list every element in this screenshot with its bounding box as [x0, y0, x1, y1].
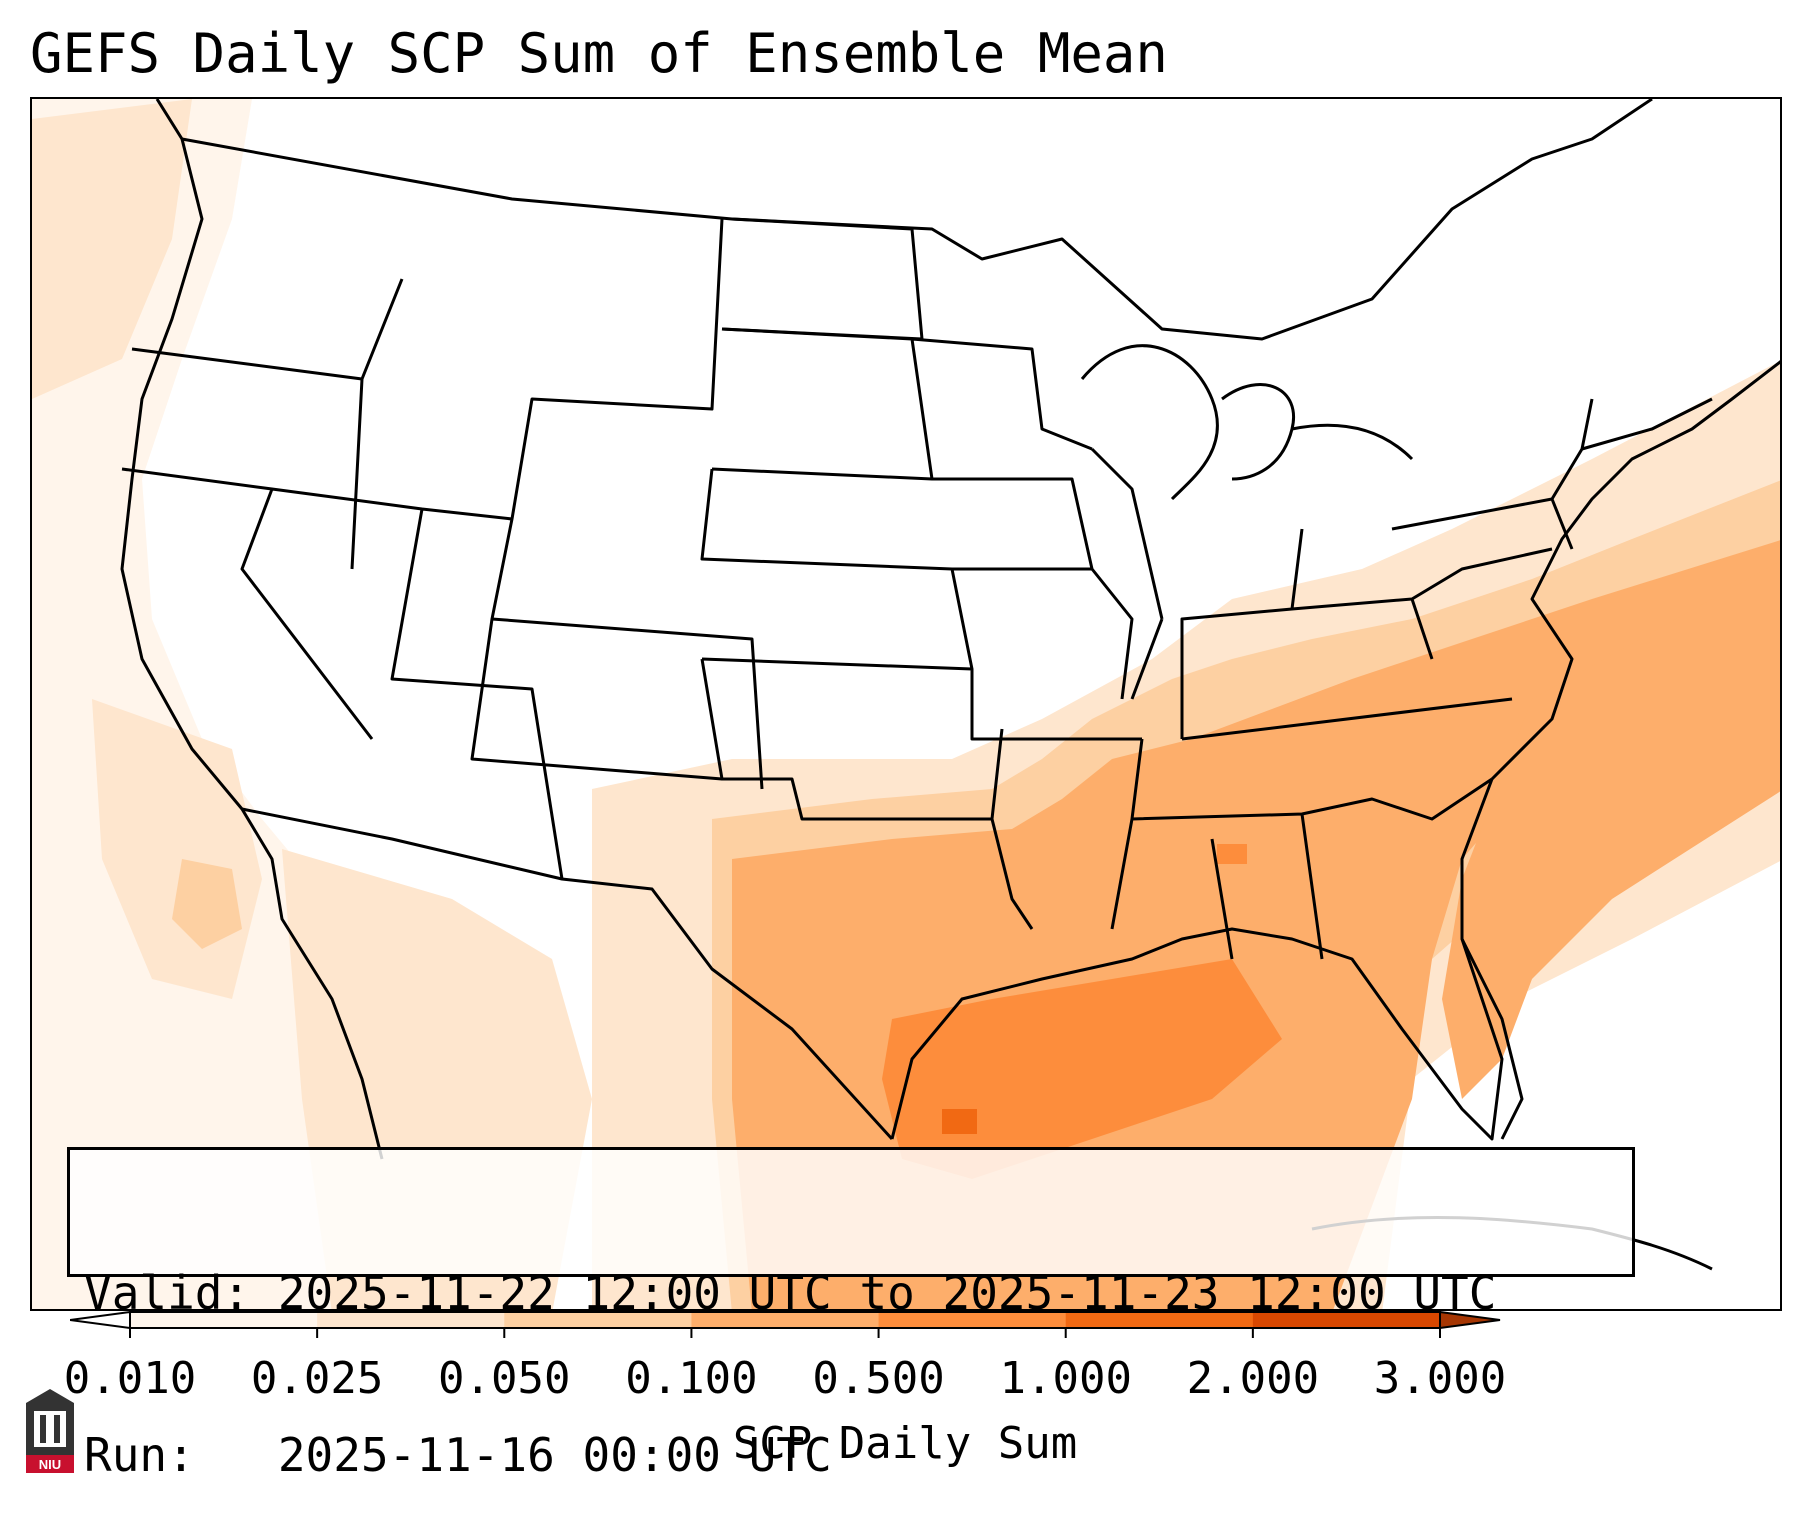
us-mexico-border	[241, 807, 894, 1141]
valid-time-text: Valid: 2025-11-22 12:00 UTC to 2025-11-2…	[84, 1266, 1497, 1320]
shading-west-pacific	[32, 99, 352, 1309]
colorbar-tick-label: 0.050	[438, 1353, 571, 1404]
shading-west-pacific-mid	[32, 99, 262, 999]
great-lakes	[1080, 344, 1414, 501]
colorbar-segment	[130, 1312, 318, 1328]
colorbar-segment	[1065, 1312, 1254, 1328]
east-coast	[1490, 360, 1780, 781]
colorbar-over-arrow	[1439, 1310, 1501, 1330]
map-title: GEFS Daily SCP Sum of Ensemble Mean	[30, 22, 1168, 85]
map-svg	[32, 99, 1780, 1309]
colorbar-label: SCP Daily Sum	[732, 1418, 1078, 1469]
coastline-west	[120, 99, 384, 1160]
shading-alabama-spot	[1217, 844, 1247, 864]
state-lines-west	[121, 217, 924, 880]
colorbar-tick-label: 0.010	[63, 1353, 197, 1404]
colorbar-segment	[691, 1312, 880, 1328]
florida-peninsula	[1460, 938, 1524, 1140]
shading-gulf-peak	[942, 1109, 977, 1134]
colorbar-segment	[317, 1312, 505, 1328]
colorbar-segment	[878, 1312, 1067, 1328]
scp-shading	[32, 99, 1780, 1309]
shading-atlantic-band	[1442, 561, 1780, 1099]
state-lines-east	[1090, 397, 1713, 960]
niu-logo-text: NIU	[39, 1457, 61, 1472]
run-time-text: Run: 2025-11-16 00:00 UTC	[84, 1428, 832, 1482]
shading-baja-core	[172, 859, 242, 949]
valid-run-box: Valid: 2025-11-22 12:00 UTC to 2025-11-2…	[67, 1147, 1635, 1482]
colorbar-outline	[129, 1311, 1441, 1329]
colorbar-segment	[1252, 1312, 1441, 1328]
niu-logo: NIU	[26, 1389, 74, 1473]
map-panel	[30, 97, 1782, 1311]
colorbar-tick-label: 0.025	[250, 1353, 384, 1404]
colorbar-tick-label: 1.000	[999, 1353, 1132, 1404]
us-canada-border	[181, 99, 1653, 341]
colorbar-tick-label: 0.500	[812, 1353, 945, 1404]
colorbar-tick-label: 2.000	[1186, 1353, 1320, 1404]
colorbar	[70, 1310, 1501, 1338]
shading-gulf-core	[882, 959, 1282, 1179]
state-lines-central	[700, 327, 1142, 930]
colorbar-under-arrow	[70, 1310, 131, 1330]
colorbar-segment	[504, 1312, 692, 1328]
colorbar-segments	[70, 1310, 1501, 1338]
colorbar-tick-label: 0.100	[625, 1353, 758, 1404]
colorbar-tick-label: 3.000	[1373, 1353, 1507, 1404]
